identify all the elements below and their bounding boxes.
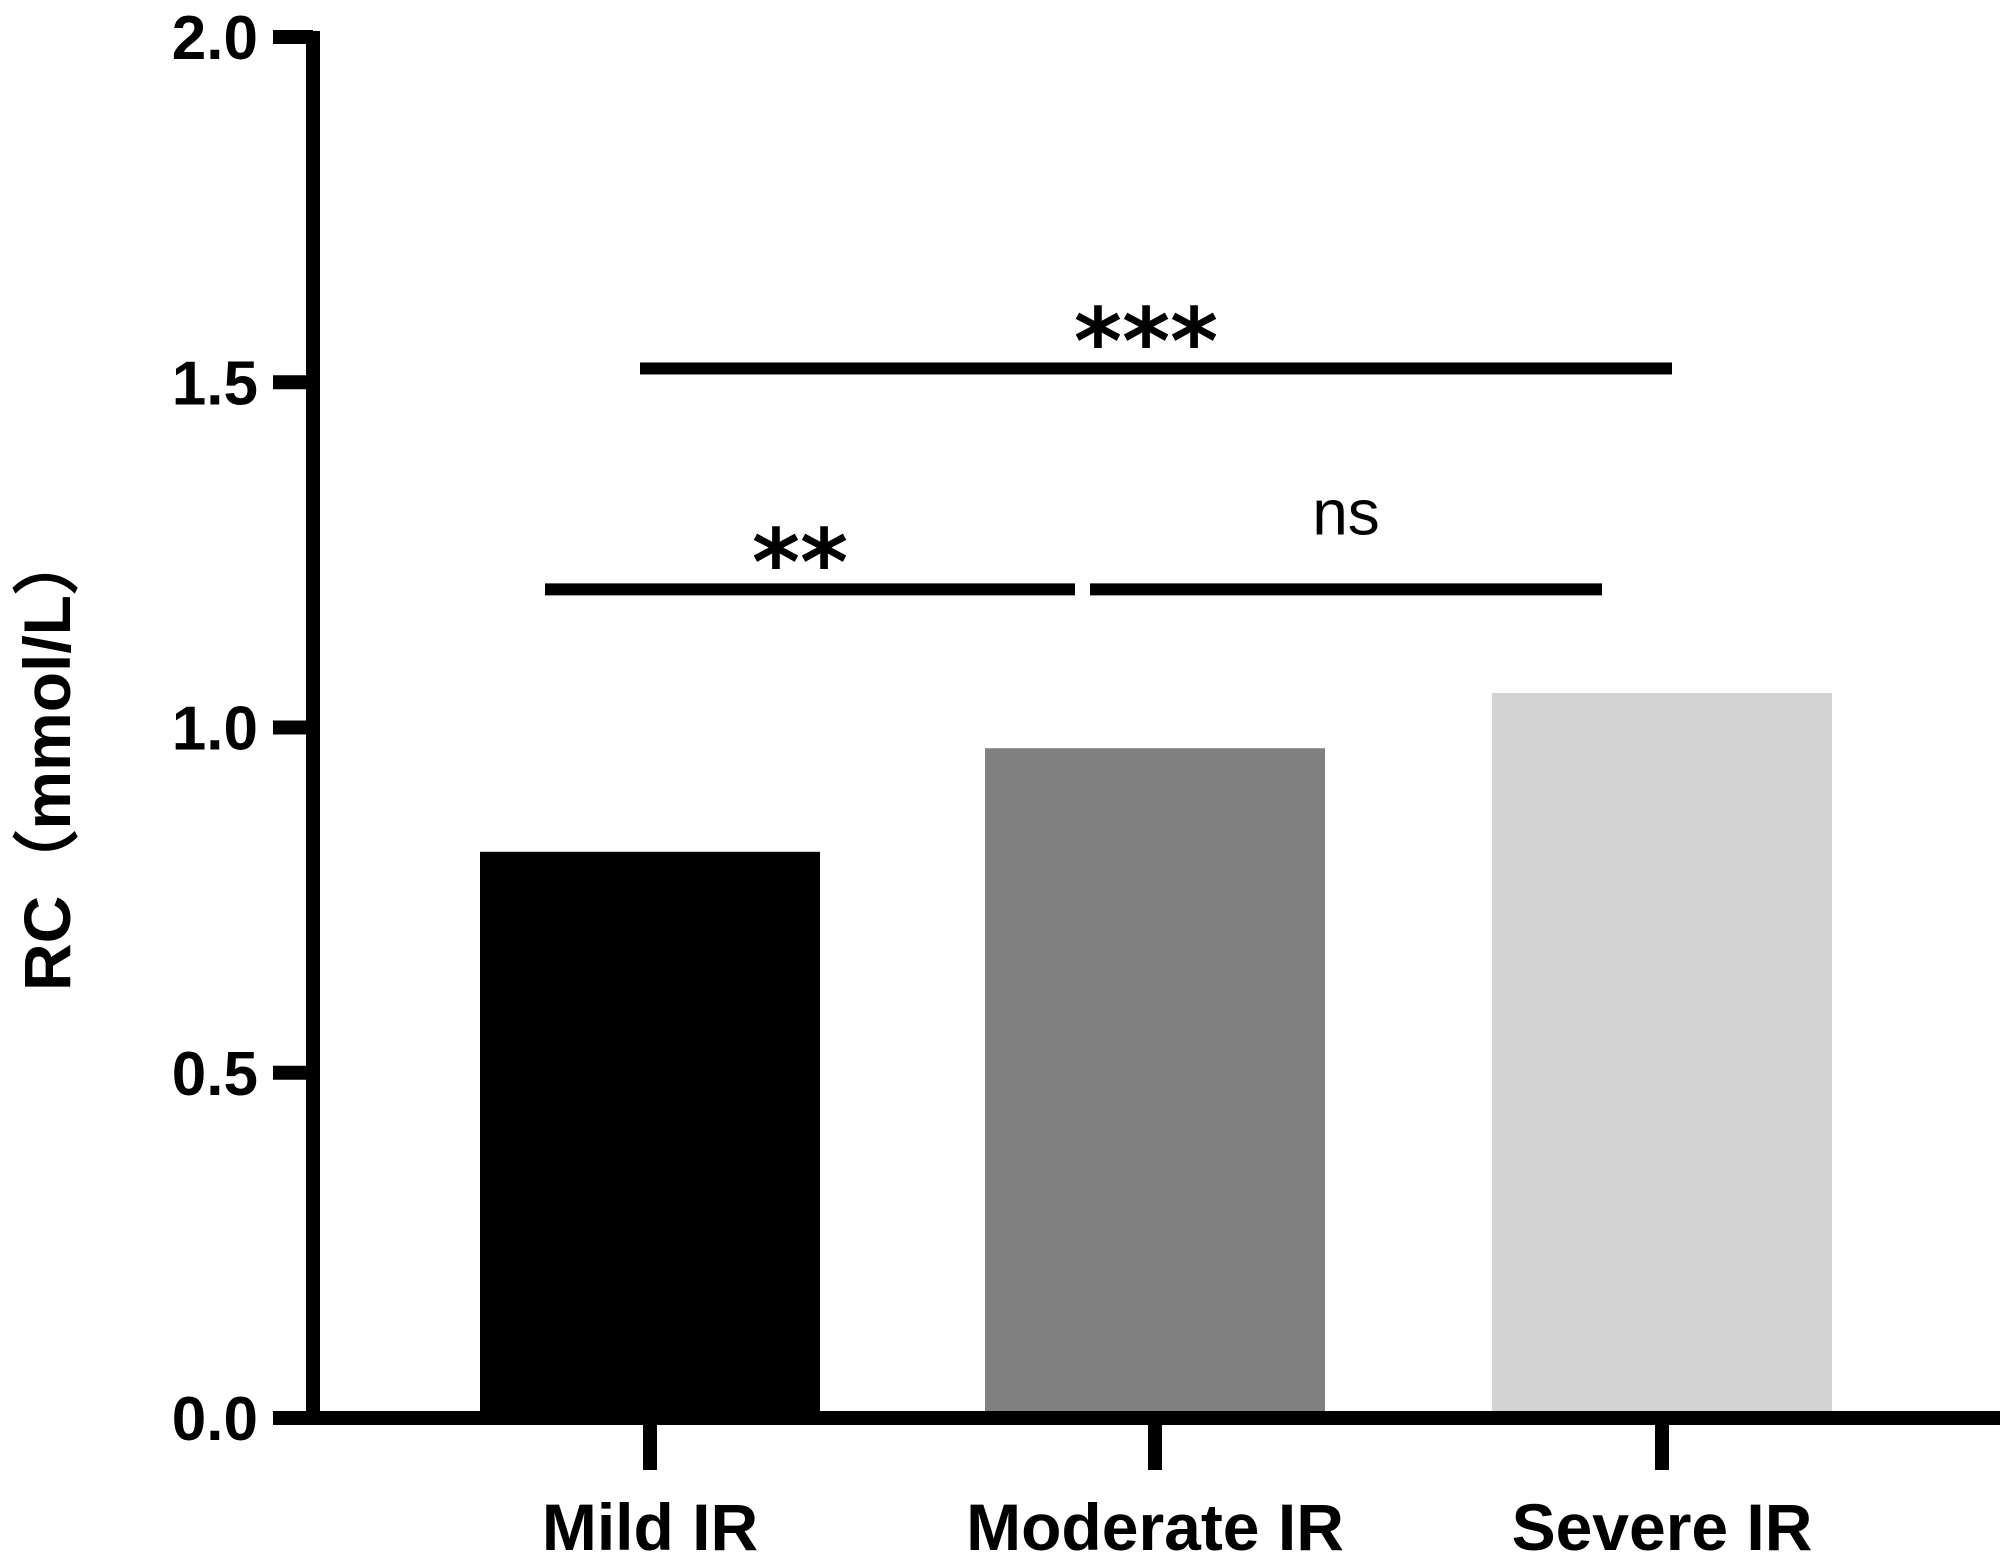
significance-label: ** (752, 509, 848, 616)
y-tick-label: 0.5 (172, 1040, 258, 1109)
bar-moderate-ir (985, 748, 1325, 1418)
significance-label: *** (1074, 288, 1218, 395)
bar-severe-ir (1492, 692, 1832, 1418)
x-tick-label: Mild IR (542, 1490, 758, 1557)
x-tick-label: Moderate IR (966, 1490, 1344, 1557)
y-tick-label: 1.0 (172, 695, 258, 764)
y-axis-title: RC（mmol/L） (10, 529, 84, 991)
significance-label: ns (1312, 476, 1380, 548)
bar-mild-ir (480, 851, 820, 1418)
y-tick-label: 1.5 (172, 349, 258, 418)
x-tick-label: Severe IR (1512, 1490, 1813, 1557)
y-tick-label: 0.0 (172, 1385, 258, 1454)
y-tick-label: 2.0 (172, 4, 258, 73)
